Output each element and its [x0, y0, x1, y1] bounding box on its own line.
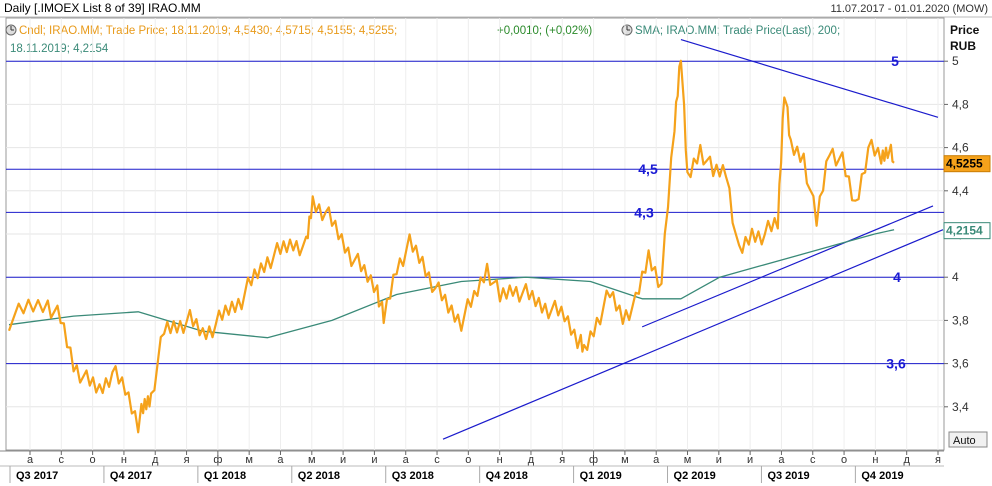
- x-axis: а с о н д я ф м а м и и а с о н д я ф м а м и и а с о н д я Q3 2017 Q4 …: [0, 450, 944, 483]
- quarter-label: Q3 2017: [16, 470, 58, 482]
- sma-series: [8, 229, 895, 339]
- quarter-label: Q1 2018: [204, 470, 246, 482]
- x-tick-label: а: [27, 454, 34, 466]
- horizontal-level-label: 4: [893, 269, 901, 285]
- x-tick-label: м: [621, 454, 629, 466]
- x-tick-label: и: [371, 454, 377, 466]
- horizontal-levels[interactable]: 5 4,5 4,3 4 3,6: [6, 53, 944, 372]
- x-tick-label: м: [684, 454, 692, 466]
- quarter-label: Q4 2018: [486, 470, 528, 482]
- quarter-label: Q2 2019: [674, 470, 716, 482]
- quarter-label: Q4 2019: [861, 470, 903, 482]
- y-tick-label: 5: [952, 54, 959, 68]
- legend-sma-text: SMA; IRAO.MM; Trade Price(Last); 200;: [635, 25, 840, 37]
- x-tick-label: с: [810, 454, 816, 466]
- legend-sma-values: 18.11.2019; 4,2154: [10, 43, 109, 55]
- quarter-label: Q2 2018: [298, 470, 340, 482]
- x-tick-label: и: [716, 454, 722, 466]
- legend-change-text: +0,0010; (+0,02%): [497, 25, 592, 37]
- trend-line[interactable]: [442, 229, 944, 440]
- x-tick-label: д: [903, 454, 910, 466]
- horizontal-level-label: 4,5: [638, 161, 658, 177]
- x-tick-label: а: [403, 454, 410, 466]
- y-tick-label: 4,6: [952, 141, 969, 155]
- x-tick-label: я: [559, 454, 565, 466]
- x-tick-label: м: [245, 454, 253, 466]
- price-line: [7, 59, 895, 434]
- x-tick-label: ф: [213, 454, 222, 466]
- legend[interactable]: Cndl; IRAO.MM; Trade Price; 18.11.2019; …: [5, 24, 840, 55]
- x-tick-label: я: [184, 454, 190, 466]
- y-tick-label: 4: [952, 270, 959, 284]
- last-sma-marker-label: 4,2154: [946, 224, 983, 238]
- horizontal-level-label: 3,6: [886, 356, 906, 372]
- trend-line[interactable]: [641, 205, 934, 328]
- x-tick-label: н: [121, 454, 127, 466]
- auto-scale-button[interactable]: Auto: [948, 431, 988, 448]
- quarter-label: Q3 2018: [392, 470, 434, 482]
- legend-candle-text: Cndl; IRAO.MM; Trade Price; 18.11.2019; …: [19, 25, 397, 37]
- x-tick-label: и: [747, 454, 753, 466]
- last-price-marker-label: 4,5255: [946, 157, 983, 171]
- price-markers: 4,5255 4,2154: [943, 155, 991, 240]
- y-tick-label: 3,8: [952, 313, 969, 327]
- x-tick-label: о: [841, 454, 847, 466]
- x-tick-label: н: [497, 454, 503, 466]
- horizontal-level-label: 4,3: [634, 204, 654, 220]
- auto-button-label: Auto: [953, 435, 976, 447]
- y-tick-label: 4,4: [952, 184, 969, 198]
- y-tick-label: 3,4: [952, 400, 969, 414]
- axis-price-label: Price: [950, 23, 980, 37]
- quarter-label: Q3 2019: [767, 470, 809, 482]
- axis-currency-label: RUB: [950, 39, 976, 53]
- trend-line[interactable]: [680, 39, 939, 118]
- x-tick-label: о: [90, 454, 96, 466]
- x-tick-label: и: [340, 454, 346, 466]
- horizontal-level-label: 5: [891, 53, 899, 69]
- price-series: [7, 59, 895, 434]
- x-tick-label: с: [434, 454, 440, 466]
- sma-line: [8, 229, 895, 339]
- x-tick-label: я: [935, 454, 941, 466]
- x-tick-label: с: [59, 454, 65, 466]
- y-tick-label: 4,8: [952, 97, 969, 111]
- chart-date-range: 11.07.2017 - 01.01.2020 (MOW): [830, 3, 988, 15]
- x-tick-label: д: [528, 454, 535, 466]
- last-price-marker-box: [943, 155, 991, 173]
- x-tick-label: о: [465, 454, 471, 466]
- quarter-label: Q4 2017: [110, 470, 152, 482]
- trend-lines[interactable]: [442, 39, 944, 440]
- x-tick-label: ф: [589, 454, 598, 466]
- x-tick-label: а: [653, 454, 660, 466]
- y-tick-label: 3,6: [952, 357, 969, 371]
- chart-header-title: Daily [.IMOEX List 8 of 39] IRAO.MM: [4, 1, 201, 15]
- x-tick-label: а: [778, 454, 785, 466]
- x-tick-label: м: [308, 454, 316, 466]
- last-sma-marker-box: [943, 222, 991, 240]
- x-tick-label: н: [872, 454, 878, 466]
- x-tick-label: д: [152, 454, 159, 466]
- x-tick-label: а: [277, 454, 284, 466]
- quarter-label: Q1 2019: [580, 470, 622, 482]
